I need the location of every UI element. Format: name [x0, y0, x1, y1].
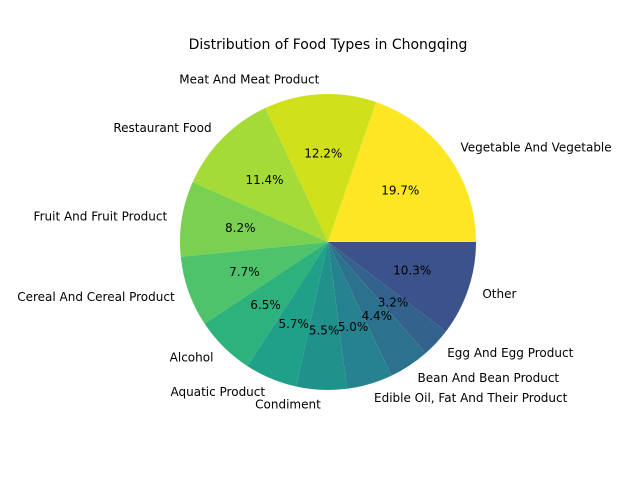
- pie-slice: [265, 94, 377, 242]
- slice-label: Vegetable And Vegetable: [460, 140, 611, 154]
- slice-label: Restaurant Food: [113, 121, 211, 135]
- slice-label: Alcohol: [170, 351, 214, 365]
- percent-label: 6.5%: [250, 298, 281, 312]
- pie-slice: [296, 242, 348, 391]
- percent-label: 19.7%: [381, 183, 419, 197]
- slice-label: Other: [482, 287, 516, 301]
- slice-label: Condiment: [255, 398, 321, 412]
- chart-title: Distribution of Food Types in Chongqing: [189, 37, 468, 53]
- slice-label: Cereal And Cereal Product: [17, 290, 175, 304]
- slice-label: Egg And Egg Product: [447, 346, 573, 360]
- percent-label: 12.2%: [304, 146, 342, 160]
- pie-slice: [247, 242, 328, 387]
- pie-slice: [328, 242, 392, 389]
- pie-slices: [180, 94, 476, 391]
- pie-slice: [204, 242, 328, 367]
- percent-labels: 19.7% 12.2% 11.4% 8.2% 7.7% 6.5% 5.7% 5.5%5.0%4…: [225, 146, 431, 337]
- category-labels: Vegetable And Vegetable Meat And Meat Pro…: [17, 72, 611, 411]
- percent-label: 3.2%: [378, 295, 409, 309]
- percent-label: 5.5%: [309, 324, 340, 338]
- percent-label: 5.0%: [338, 320, 369, 334]
- pie-slice: [192, 107, 328, 242]
- pie-slice: [180, 242, 328, 324]
- slice-label: Edible Oil, Fat And Their Product: [374, 391, 568, 405]
- slice-label: Aquatic Product: [171, 385, 266, 399]
- percent-label: 10.3%: [393, 263, 431, 277]
- pie-slice: [328, 102, 476, 243]
- percent-label: 8.2%: [225, 221, 256, 235]
- pie-slice: [180, 182, 328, 257]
- slice-label: Fruit And Fruit Product: [34, 209, 168, 223]
- pie-slice: [328, 242, 476, 332]
- pie-slice: [328, 242, 446, 354]
- pie-slice: [328, 242, 426, 376]
- slice-label: Bean And Bean Product: [418, 371, 560, 385]
- percent-label: 5.7%: [278, 317, 309, 331]
- slice-label: Meat And Meat Product: [179, 72, 319, 86]
- percent-label: 7.7%: [229, 265, 260, 279]
- percent-label: 4.4%: [362, 309, 393, 323]
- percent-label: 11.4%: [245, 173, 283, 187]
